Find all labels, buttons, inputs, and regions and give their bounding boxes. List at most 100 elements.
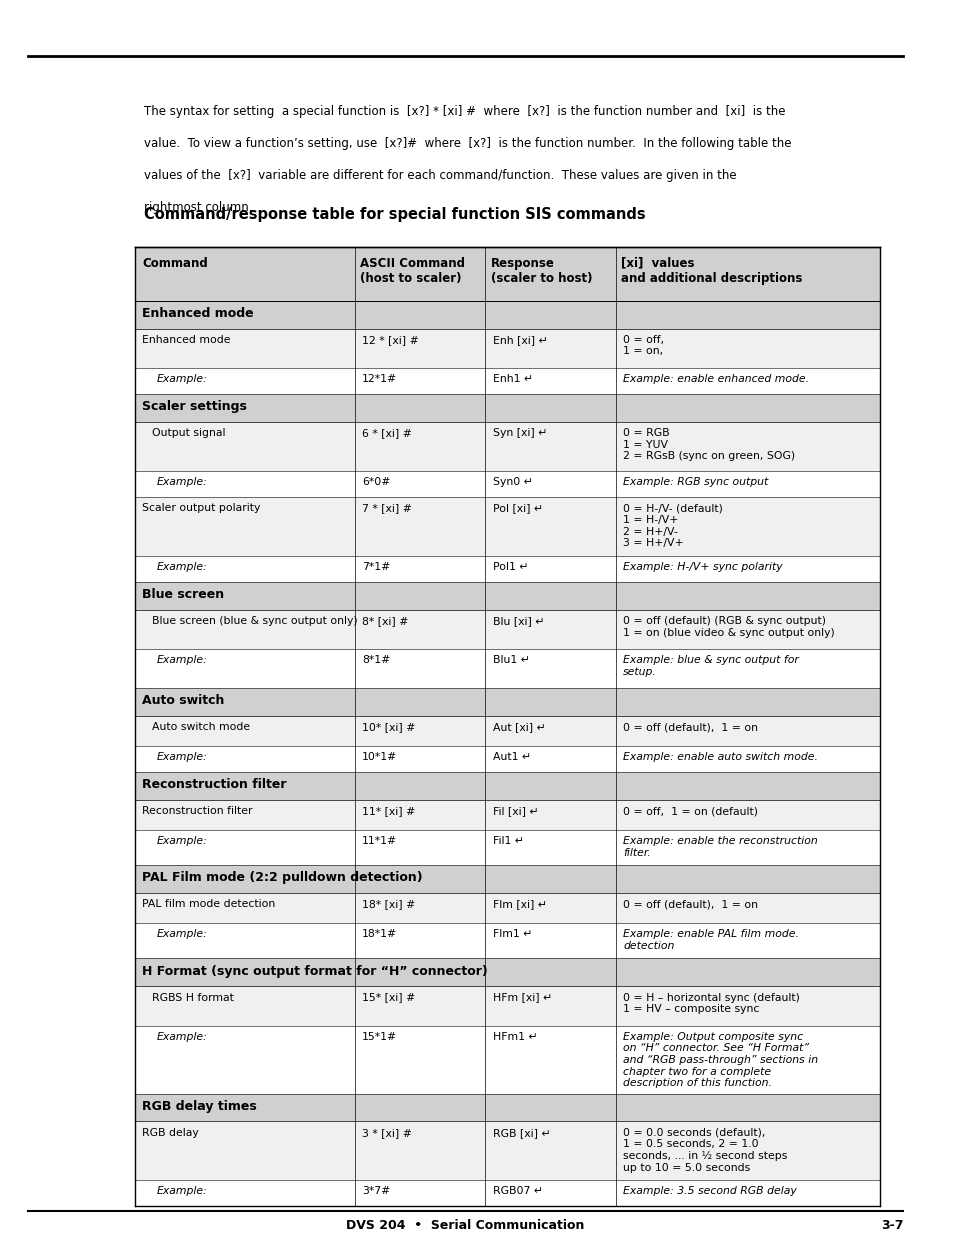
Text: PAL Film mode (2:2 pulldown detection): PAL Film mode (2:2 pulldown detection)	[142, 872, 423, 884]
Text: 0 = off,  1 = on (default): 0 = off, 1 = on (default)	[622, 806, 758, 816]
Text: 0 = H – horizontal sync (default)
1 = HV – composite sync: 0 = H – horizontal sync (default) 1 = HV…	[622, 993, 799, 1014]
Text: Scaler settings: Scaler settings	[142, 400, 247, 412]
Text: 10*1#: 10*1#	[362, 752, 397, 762]
Text: 15* [xi] #: 15* [xi] #	[362, 993, 416, 1003]
Text: Flm [xi] ↵: Flm [xi] ↵	[492, 899, 546, 909]
Bar	[135, 800, 879, 830]
Bar	[135, 1025, 879, 1093]
Text: RGB07 ↵: RGB07 ↵	[492, 1187, 542, 1197]
Bar	[135, 716, 879, 746]
Bar	[135, 688, 879, 716]
Bar	[135, 650, 879, 688]
Text: Response
(scaler to host): Response (scaler to host)	[490, 257, 592, 284]
Text: Blue screen: Blue screen	[142, 588, 224, 601]
Text: 6 * [xi] #: 6 * [xi] #	[362, 429, 412, 438]
Bar	[135, 1121, 879, 1181]
Text: 0 = off,
1 = on,: 0 = off, 1 = on,	[622, 335, 663, 357]
Text: Aut1 ↵: Aut1 ↵	[492, 752, 530, 762]
Text: 10* [xi] #: 10* [xi] #	[362, 722, 416, 732]
Text: Auto switch: Auto switch	[142, 694, 225, 708]
Text: Syn [xi] ↵: Syn [xi] ↵	[492, 429, 546, 438]
Bar	[135, 498, 879, 556]
Text: Example: blue & sync output for
setup.: Example: blue & sync output for setup.	[622, 656, 798, 677]
Text: Example:: Example:	[156, 562, 207, 572]
Text: Syn0 ↵: Syn0 ↵	[492, 478, 532, 488]
Bar	[135, 247, 879, 300]
Text: 7*1#: 7*1#	[362, 562, 390, 572]
Text: Scaler output polarity: Scaler output polarity	[142, 504, 260, 514]
Text: Command/response table for special function SIS commands: Command/response table for special funct…	[144, 207, 645, 222]
Bar	[135, 1181, 879, 1207]
Text: Enhanced mode: Enhanced mode	[142, 306, 253, 320]
Text: Example:: Example:	[156, 1187, 207, 1197]
Text: Pol [xi] ↵: Pol [xi] ↵	[492, 504, 542, 514]
Text: Example:: Example:	[156, 836, 207, 846]
Text: 18* [xi] #: 18* [xi] #	[362, 899, 416, 909]
Text: Example: enable the reconstruction
filter.: Example: enable the reconstruction filte…	[622, 836, 817, 857]
Text: value.  To view a function’s setting, use  [x?]#  where  [x?]  is the function n: value. To view a function’s setting, use…	[144, 137, 791, 149]
Text: HFm1 ↵: HFm1 ↵	[492, 1031, 537, 1041]
Text: 0 = off (default),  1 = on: 0 = off (default), 1 = on	[622, 899, 758, 909]
Text: values of the  [x?]  variable are different for each command/function.  These va: values of the [x?] variable are differen…	[144, 169, 737, 182]
Text: 7 * [xi] #: 7 * [xi] #	[362, 504, 412, 514]
Bar	[135, 394, 879, 422]
Bar	[135, 772, 879, 800]
Bar	[135, 866, 879, 893]
Text: Enh1 ↵: Enh1 ↵	[492, 374, 532, 384]
Text: Example:: Example:	[156, 752, 207, 762]
Bar	[135, 830, 879, 866]
Bar	[135, 987, 879, 1025]
Text: Example: H-/V+ sync polarity: Example: H-/V+ sync polarity	[622, 562, 781, 572]
Bar	[135, 329, 879, 368]
Text: Example: enable PAL film mode.
detection: Example: enable PAL film mode. detection	[622, 929, 799, 951]
Text: 8*1#: 8*1#	[362, 656, 390, 666]
Text: Command: Command	[142, 257, 208, 269]
Bar	[135, 1093, 879, 1121]
Text: Example:: Example:	[156, 374, 207, 384]
Text: 0 = 0.0 seconds (default),
1 = 0.5 seconds, 2 = 1.0
seconds, ... in ½ second ste: 0 = 0.0 seconds (default), 1 = 0.5 secon…	[622, 1128, 786, 1172]
Text: Reconstruction filter: Reconstruction filter	[142, 778, 287, 792]
Text: H Format (sync output format for “H” connector): H Format (sync output format for “H” con…	[142, 965, 488, 978]
Text: Enh [xi] ↵: Enh [xi] ↵	[492, 335, 547, 345]
Text: Pol1 ↵: Pol1 ↵	[492, 562, 528, 572]
Text: Blu1 ↵: Blu1 ↵	[492, 656, 529, 666]
Text: Example:: Example:	[156, 478, 207, 488]
Text: The syntax for setting  a special function is  [x?] * [xi] #  where  [x?]  is th: The syntax for setting a special functio…	[144, 105, 785, 117]
Bar	[135, 610, 879, 650]
Bar	[135, 746, 879, 772]
Text: Enhanced mode: Enhanced mode	[142, 335, 231, 345]
Bar	[135, 923, 879, 958]
Bar	[135, 582, 879, 610]
Text: 18*1#: 18*1#	[362, 929, 397, 940]
Text: 0 = RGB
1 = YUV
2 = RGsB (sync on green, SOG): 0 = RGB 1 = YUV 2 = RGsB (sync on green,…	[622, 429, 794, 461]
Text: Reconstruction filter: Reconstruction filter	[142, 806, 253, 816]
Bar	[135, 472, 879, 498]
Text: 6*0#: 6*0#	[362, 478, 390, 488]
Text: 11*1#: 11*1#	[362, 836, 397, 846]
Text: Example: 3.5 second RGB delay: Example: 3.5 second RGB delay	[622, 1187, 796, 1197]
Text: Example: enable auto switch mode.: Example: enable auto switch mode.	[622, 752, 817, 762]
Text: DVS 204  •  Serial Communication: DVS 204 • Serial Communication	[346, 1219, 584, 1231]
Text: 0 = off (default),  1 = on: 0 = off (default), 1 = on	[622, 722, 758, 732]
Text: Example: enable enhanced mode.: Example: enable enhanced mode.	[622, 374, 808, 384]
Bar	[135, 300, 879, 329]
Bar	[135, 893, 879, 923]
Text: 12*1#: 12*1#	[362, 374, 397, 384]
Text: 8* [xi] #: 8* [xi] #	[362, 616, 408, 626]
Text: Example:: Example:	[156, 656, 207, 666]
Bar	[135, 422, 879, 472]
Text: Example:: Example:	[156, 1031, 207, 1041]
Text: 3-7: 3-7	[880, 1219, 902, 1231]
Bar	[135, 368, 879, 394]
Text: 15*1#: 15*1#	[362, 1031, 397, 1041]
Text: PAL film mode detection: PAL film mode detection	[142, 899, 275, 909]
Text: RGB delay times: RGB delay times	[142, 1099, 257, 1113]
Text: rightmost column.: rightmost column.	[144, 201, 253, 214]
Text: ASCII Command
(host to scaler): ASCII Command (host to scaler)	[360, 257, 465, 284]
Text: Example:: Example:	[156, 929, 207, 940]
Text: 0 = H-/V- (default)
1 = H-/V+
2 = H+/V-
3 = H+/V+: 0 = H-/V- (default) 1 = H-/V+ 2 = H+/V- …	[622, 504, 722, 548]
Text: Blu [xi] ↵: Blu [xi] ↵	[492, 616, 543, 626]
Text: Auto switch mode: Auto switch mode	[152, 722, 250, 732]
Text: 11* [xi] #: 11* [xi] #	[362, 806, 416, 816]
Text: RGB delay: RGB delay	[142, 1128, 199, 1137]
